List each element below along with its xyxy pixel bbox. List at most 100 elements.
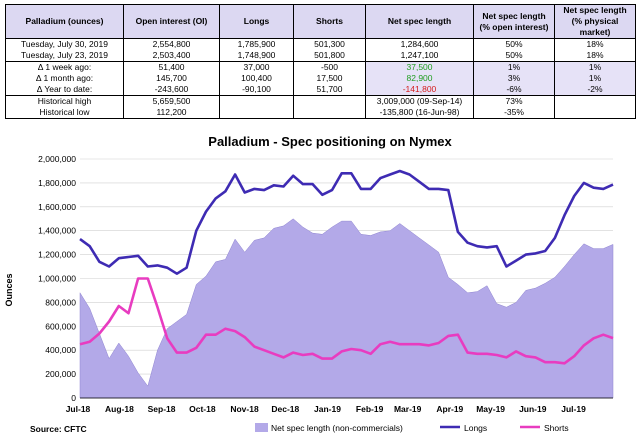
row-label: Tuesday, July 30, 2019	[5, 38, 124, 50]
y-tick-label: 1,800,000	[38, 178, 76, 188]
chart-title: Palladium - Spec positioning on Nymex	[208, 134, 452, 149]
net-spec-area	[79, 218, 614, 399]
cell-oi: 2,554,800	[123, 38, 220, 50]
y-tick-label: 400,000	[45, 345, 76, 355]
cell-longs: 100,400	[219, 73, 294, 84]
cell-net: 82,900	[365, 73, 474, 84]
cell-longs: 1,748,900	[219, 50, 294, 62]
cell-net: 1,284,600	[365, 38, 474, 50]
legend-label-longs: Longs	[464, 423, 487, 433]
table-row: Tuesday, July 23, 2019 2,503,400 1,748,9…	[5, 50, 636, 62]
x-tick-label: Jan-19	[314, 404, 341, 414]
x-tick-label: Jul-19	[561, 404, 586, 414]
cell-pct-phys: -2%	[554, 84, 636, 96]
x-tick-label: Mar-19	[394, 404, 422, 414]
cell-shorts	[293, 95, 366, 107]
cell-longs: 1,785,900	[219, 38, 294, 50]
cell-shorts: -500	[293, 61, 366, 73]
x-tick-label: Apr-19	[436, 404, 463, 414]
x-tick-label: Dec-18	[271, 404, 299, 414]
cell-pct-oi: 73%	[473, 95, 555, 107]
row-label: Δ Year to date:	[5, 84, 124, 96]
y-tick-label: 1,600,000	[38, 202, 76, 212]
shorts-line	[79, 277, 614, 365]
table-row: Δ 1 month ago: 145,700 100,400 17,500 82…	[5, 73, 636, 84]
cell-net: -135,800 (16-Jun-98)	[365, 107, 474, 119]
cell-oi: 145,700	[123, 73, 220, 84]
header-shorts: Shorts	[293, 4, 366, 39]
x-tick-label: Aug-18	[105, 404, 134, 414]
legend: Net spec length (non-commercials) Longs …	[255, 423, 569, 433]
legend-swatch-net	[255, 423, 268, 432]
y-tick-label: 800,000	[45, 297, 76, 307]
x-tick-label: Oct-18	[189, 404, 216, 414]
longs-line	[79, 169, 614, 275]
row-label: Tuesday, July 23, 2019	[5, 50, 124, 62]
cell-net: 37,500	[365, 61, 474, 73]
cell-pct-oi: 50%	[473, 50, 555, 62]
row-label: Historical low	[5, 107, 124, 119]
cell-longs	[219, 107, 294, 119]
x-tick-label: Feb-19	[356, 404, 384, 414]
cell-pct-oi: 50%	[473, 38, 555, 50]
cell-shorts: 501,800	[293, 50, 366, 62]
x-tick-label: Jul-18	[66, 404, 91, 414]
x-tick-label: Sep-18	[148, 404, 176, 414]
x-tick-labels: Jul-18 Aug-18 Sep-18 Oct-18 Nov-18 Dec-18 Jan-…	[66, 404, 586, 414]
cell-pct-phys: 18%	[554, 38, 636, 50]
cell-oi: -243,600	[123, 84, 220, 96]
cell-pct-phys: 18%	[554, 50, 636, 62]
header-open-interest: Open interest (OI)	[123, 4, 220, 39]
y-tick-label: 1,000,000	[38, 274, 76, 284]
positioning-chart: Palladium - Spec positioning on Nymex Ou…	[4, 134, 614, 434]
cell-net: 1,247,100	[365, 50, 474, 62]
cell-shorts	[293, 107, 366, 119]
header-longs: Longs	[219, 4, 294, 39]
table-header-row: Palladium (ounces) Open interest (OI) Lo…	[5, 4, 636, 39]
legend-label-net: Net spec length (non-commercials)	[271, 423, 403, 433]
table-row: Tuesday, July 30, 2019 2,554,800 1,785,9…	[5, 38, 636, 50]
y-tick-labels: 0 200,000 400,000 600,000 800,000 1,000,000 1,…	[38, 154, 76, 403]
cell-pct-oi: -35%	[473, 107, 555, 119]
y-tick-label: 1,200,000	[38, 250, 76, 260]
cell-pct-phys	[554, 95, 636, 107]
cell-shorts: 501,300	[293, 38, 366, 50]
cell-net: 3,009,000 (09-Sep-14)	[365, 95, 474, 107]
cell-pct-phys: 1%	[554, 73, 636, 84]
x-tick-label: Jun-19	[519, 404, 547, 414]
cell-longs	[219, 95, 294, 107]
header-pct-physical: Net spec length (% physical market)	[554, 4, 636, 39]
line-series-group	[79, 169, 614, 399]
cell-pct-oi: 3%	[473, 73, 555, 84]
cell-oi: 5,659,500	[123, 95, 220, 107]
table-row: Δ Year to date: -243,600 -90,100 51,700 …	[5, 84, 636, 96]
row-label: Historical high	[5, 95, 124, 107]
legend-label-shorts: Shorts	[544, 423, 569, 433]
cell-longs: -90,100	[219, 84, 294, 96]
table-row: Historical high 5,659,500 3,009,000 (09-…	[5, 95, 636, 107]
header-pct-oi: Net spec length (% open interest)	[473, 4, 555, 39]
cell-longs: 37,000	[219, 61, 294, 73]
source-note: Source: CFTC	[30, 424, 87, 434]
cell-pct-oi: -6%	[473, 84, 555, 96]
cell-pct-phys	[554, 107, 636, 119]
y-tick-label: 1,400,000	[38, 226, 76, 236]
cell-oi: 112,200	[123, 107, 220, 119]
cell-pct-phys: 1%	[554, 61, 636, 73]
header-instrument: Palladium (ounces)	[5, 4, 124, 39]
row-label: Δ 1 month ago:	[5, 73, 124, 84]
cell-oi: 2,503,400	[123, 50, 220, 62]
table-row: Historical low 112,200 -135,800 (16-Jun-…	[5, 107, 636, 119]
cell-net: -141,800	[365, 84, 474, 96]
y-tick-label: 600,000	[45, 321, 76, 331]
y-tick-label: 200,000	[45, 369, 76, 379]
x-tick-label: Nov-18	[230, 404, 259, 414]
header-net-spec: Net spec length	[365, 4, 474, 39]
positioning-table: Palladium (ounces) Open interest (OI) Lo…	[5, 4, 636, 119]
cell-oi: 51,400	[123, 61, 220, 73]
cell-shorts: 51,700	[293, 84, 366, 96]
row-label: Δ 1 week ago:	[5, 61, 124, 73]
cell-pct-oi: 1%	[473, 61, 555, 73]
table-row: Δ 1 week ago: 51,400 37,000 -500 37,500 …	[5, 61, 636, 73]
x-tick-label: May-19	[476, 404, 505, 414]
